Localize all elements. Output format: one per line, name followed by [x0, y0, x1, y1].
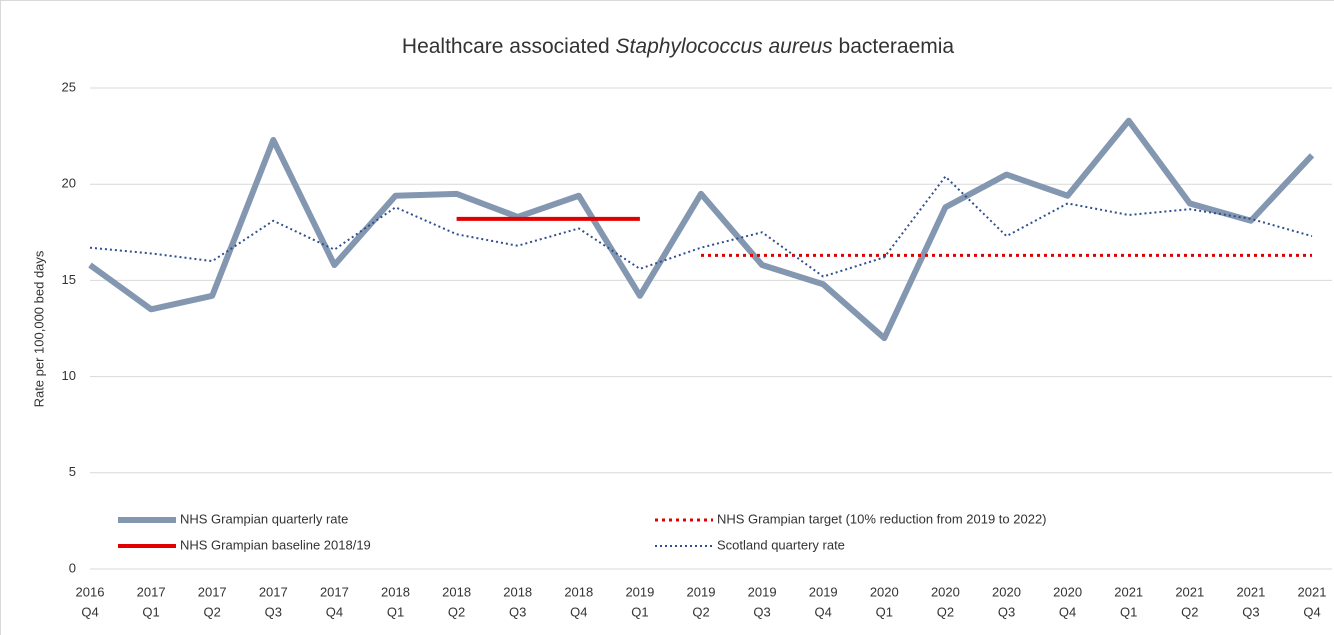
x-tick-label: Q4	[1303, 604, 1320, 619]
x-tick-label: Q4	[815, 604, 832, 619]
x-tick-label: 2020	[931, 584, 960, 599]
y-tick-label: 20	[62, 176, 76, 191]
chart-title: Healthcare associated Staphylococcus aur…	[402, 35, 955, 58]
x-tick-label: 2020	[870, 584, 899, 599]
x-tick-label: Q2	[937, 604, 954, 619]
x-tick-label: 2020	[992, 584, 1021, 599]
x-tick-label: Q1	[876, 604, 893, 619]
series-line	[88, 117, 1315, 342]
x-tick-label: 2021	[1236, 584, 1265, 599]
y-tick-label: 0	[69, 560, 76, 575]
x-tick-label: Q2	[692, 604, 709, 619]
x-tick-label: 2018	[564, 584, 593, 599]
x-tick-label: Q1	[387, 604, 404, 619]
x-tick-label: 2021	[1298, 584, 1327, 599]
x-tick-label: 2019	[748, 584, 777, 599]
legend-label: Scotland quartery rate	[717, 537, 845, 552]
x-tick-label: Q3	[1242, 604, 1259, 619]
x-tick-label: Q3	[509, 604, 526, 619]
x-tick-label: Q4	[570, 604, 587, 619]
x-tick-label: 2019	[625, 584, 654, 599]
title-part: Healthcare associated	[402, 35, 610, 58]
x-tick-label: Q3	[265, 604, 282, 619]
x-tick-label: Q1	[631, 604, 648, 619]
x-tick-label: Q3	[998, 604, 1015, 619]
y-axis-label: Rate per 100,000 bed days	[31, 250, 46, 407]
x-tick-label: 2021	[1175, 584, 1204, 599]
y-tick-label: 5	[69, 464, 76, 479]
y-tick-label: 15	[62, 272, 76, 287]
x-tick-label: Q1	[142, 604, 159, 619]
x-tick-label: Q4	[326, 604, 343, 619]
x-tick-label: Q3	[753, 604, 770, 619]
legend-label: NHS Grampian target (10% reduction from …	[717, 511, 1047, 526]
x-tick-label: 2017	[259, 584, 288, 599]
x-tick-label: 2017	[137, 584, 166, 599]
x-tick-label: 2018	[503, 584, 532, 599]
x-tick-label: Q2	[1181, 604, 1198, 619]
x-tick-label: 2018	[442, 584, 471, 599]
x-tick-label: Q4	[81, 604, 98, 619]
legend-label: NHS Grampian baseline 2018/19	[180, 537, 371, 552]
x-tick-label: 2018	[381, 584, 410, 599]
x-tick-label: 2019	[687, 584, 716, 599]
x-tick-label: 2017	[198, 584, 227, 599]
x-tick-label: Q4	[1059, 604, 1076, 619]
title-part: bacteraemia	[839, 35, 955, 58]
y-tick-label: 10	[62, 368, 76, 383]
x-tick-label: Q1	[1120, 604, 1137, 619]
title-part: Staphylococcus aureus	[616, 35, 834, 58]
y-tick-label: 25	[62, 79, 76, 94]
x-tick-label: 2021	[1114, 584, 1143, 599]
x-tick-label: 2019	[809, 584, 838, 599]
x-tick-label: Q2	[448, 604, 465, 619]
legend-label: NHS Grampian quarterly rate	[180, 511, 348, 526]
x-tick-label: 2020	[1053, 584, 1082, 599]
x-tick-label: 2016	[76, 584, 105, 599]
x-tick-label: 2017	[320, 584, 349, 599]
x-tick-label: Q2	[204, 604, 221, 619]
